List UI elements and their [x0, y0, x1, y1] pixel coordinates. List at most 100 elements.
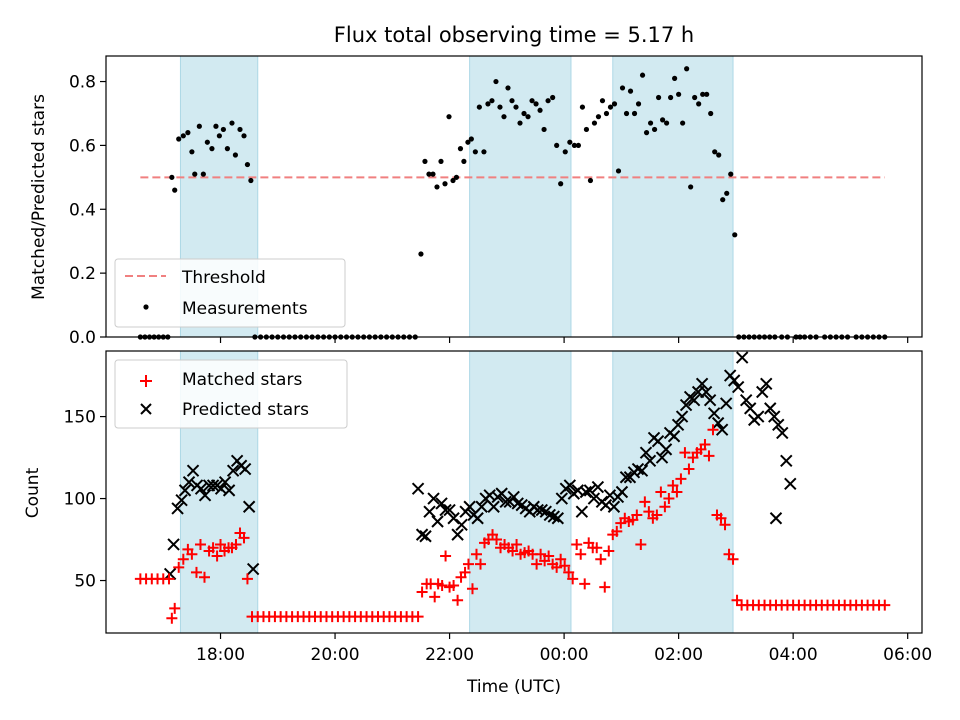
bottom-y-tick-label: 150 — [64, 408, 96, 428]
predicted-stars-point — [635, 464, 649, 477]
matched-stars-point — [531, 558, 543, 570]
measurement-point — [635, 101, 642, 107]
predicted-stars-point — [246, 562, 260, 576]
measurement-point — [639, 72, 646, 78]
predicted-stars-point — [451, 528, 464, 541]
predicted-stars-point — [511, 497, 524, 510]
bottom-shaded-period-1 — [469, 350, 572, 634]
measurement-point — [493, 78, 499, 85]
top-shaded-periods — [179, 55, 734, 338]
measurement-point — [672, 75, 678, 81]
matched-stars-layer — [134, 424, 891, 624]
matched-stars-point — [198, 571, 210, 583]
predicted-stars-point — [551, 512, 565, 525]
matched-stars-point — [675, 473, 687, 485]
measurement-point — [583, 126, 590, 133]
predicted-stars-point — [769, 512, 783, 525]
matched-stars-point — [707, 424, 719, 436]
measurement-point — [457, 146, 464, 152]
matched-stars-point — [727, 553, 739, 565]
measurement-point — [627, 88, 634, 94]
measurement-point — [712, 149, 718, 155]
predicted-stars-point — [194, 482, 208, 495]
predicted-stars-point — [455, 518, 468, 531]
measurement-point — [481, 149, 487, 155]
top-y-tick-label: 0.0 — [69, 328, 96, 348]
measurement-point — [659, 117, 666, 123]
bottom-y-tick-label: 100 — [64, 490, 96, 510]
predicted-stars-point — [471, 512, 484, 525]
measurement-point — [172, 187, 178, 193]
predicted-stars-point — [535, 503, 548, 517]
bottom-y-axis-label: Count — [23, 467, 43, 518]
matched-stars-point — [207, 542, 219, 554]
measurement-point — [489, 98, 495, 104]
top-shaded-period-2 — [612, 55, 734, 338]
matched-stars-point — [416, 586, 428, 598]
predicted-stars-point — [583, 484, 597, 497]
top-y-axis: 0.0 0.2 0.4 0.6 0.8 — [69, 73, 106, 348]
predicted-stars-point — [186, 464, 200, 477]
x-tick-label: 22:00 — [425, 645, 474, 665]
bottom-legend-box — [114, 359, 348, 429]
matched-stars-point — [559, 560, 571, 572]
predicted-stars-point — [167, 538, 180, 551]
matched-stars-point — [879, 599, 891, 611]
measurement-point — [550, 94, 556, 101]
measurement-point — [541, 126, 547, 133]
predicted-stars-point — [443, 503, 456, 517]
matched-stars-point — [575, 548, 587, 560]
matched-stars-point — [655, 486, 667, 498]
predicted-stars-point — [784, 477, 797, 491]
matched-stars-point — [543, 550, 555, 562]
bottom-y-tick-label: 50 — [74, 572, 96, 592]
predicted-stars-point — [499, 495, 512, 509]
predicted-stars-point — [419, 530, 432, 543]
predicted-stars-point — [543, 508, 556, 522]
measurement-point — [497, 104, 503, 110]
bottom-legend: Matched stars Predicted stars — [114, 359, 348, 429]
matched-stars-point — [448, 579, 460, 591]
top-measurements-layer — [137, 66, 888, 340]
measurement-point — [472, 149, 478, 155]
measurement-point — [647, 120, 654, 126]
predicted-stars-point — [171, 502, 184, 515]
measurement-point — [209, 146, 215, 152]
predicted-stars-point — [655, 451, 669, 464]
matched-stars-point — [635, 538, 647, 550]
matched-stars-point — [177, 553, 189, 565]
matched-stars-point — [412, 611, 424, 623]
top-x-ticks — [219, 337, 909, 343]
measurement-point — [720, 197, 726, 203]
measurements-legend-label: Measurements — [182, 299, 308, 319]
x-tick-label: 04:00 — [769, 645, 818, 665]
predicted-stars-point — [226, 464, 240, 477]
predicted-stars-point — [731, 380, 745, 394]
matched-stars-point — [699, 438, 711, 450]
predicted-stars-point — [411, 482, 425, 495]
matched-stars-point — [611, 525, 623, 537]
measurement-point — [430, 171, 436, 177]
matched-stars-point — [663, 493, 675, 505]
measurement-point — [708, 110, 714, 117]
predicted-stars-point — [415, 528, 429, 541]
matched-stars-point — [230, 538, 242, 550]
matched-stars-point — [639, 496, 651, 508]
predicted-stars-legend-swatch — [140, 403, 152, 415]
predicted-stars-point — [163, 567, 177, 581]
measurement-point — [696, 101, 702, 107]
matched-stars-point — [452, 594, 464, 606]
bottom-plot-frame — [105, 350, 923, 634]
measurement-point — [248, 177, 254, 184]
matched-stars-point — [186, 548, 198, 560]
measurement-point — [468, 136, 474, 142]
matched-stars-point — [211, 550, 223, 562]
top-legend-box — [114, 258, 346, 328]
predicted-stars-point — [752, 410, 765, 423]
matched-stars-point — [215, 538, 227, 550]
matched-stars-point — [470, 548, 482, 560]
predicted-stars-point — [727, 374, 741, 387]
measurement-point — [505, 85, 511, 91]
threshold-legend-label: Threshold — [181, 268, 266, 288]
measurement-point — [599, 98, 606, 104]
